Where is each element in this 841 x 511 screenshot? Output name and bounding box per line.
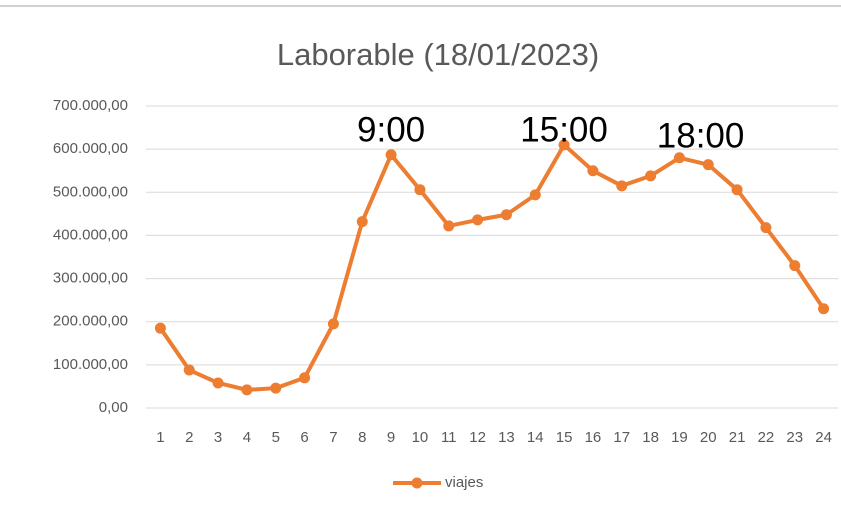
y-tick-label: 100.000,00 — [53, 356, 128, 373]
x-tick-label: 6 — [300, 429, 308, 446]
x-tick-label: 5 — [272, 429, 280, 446]
chart-title: Laborable (18/01/2023) — [277, 37, 599, 72]
data-point — [183, 364, 195, 376]
data-point — [443, 220, 455, 232]
data-point — [356, 216, 368, 228]
legend-marker — [411, 477, 423, 489]
x-tick-label: 13 — [498, 429, 515, 446]
x-tick-label: 21 — [729, 429, 746, 446]
data-point — [702, 159, 714, 171]
y-tick-label: 500.000,00 — [53, 183, 128, 200]
data-point — [789, 260, 801, 272]
legend-label: viajes — [445, 474, 483, 491]
y-tick-label: 200.000,00 — [53, 313, 128, 330]
data-point — [212, 377, 224, 389]
y-tick-label: 700.000,00 — [53, 97, 128, 114]
y-tick-label: 300.000,00 — [53, 270, 128, 287]
x-tick-label: 22 — [758, 429, 775, 446]
data-point — [818, 303, 830, 315]
x-tick-label: 19 — [671, 429, 688, 446]
x-tick-label: 9 — [387, 429, 395, 446]
x-tick-label: 18 — [642, 429, 659, 446]
data-point — [472, 214, 484, 226]
x-tick-label: 15 — [556, 429, 573, 446]
data-point — [558, 139, 570, 151]
data-point — [327, 318, 339, 330]
data-point — [414, 184, 426, 196]
x-tick-label: 4 — [243, 429, 251, 446]
annotation: 9:00 — [357, 110, 425, 149]
data-point — [299, 372, 311, 384]
x-tick-label: 11 — [441, 429, 457, 446]
data-point — [241, 384, 253, 396]
x-tick-label: 2 — [185, 429, 193, 446]
x-tick-label: 14 — [527, 429, 544, 446]
y-tick-label: 600.000,00 — [53, 140, 128, 157]
data-point — [731, 184, 743, 196]
y-tick-label: 400.000,00 — [53, 226, 128, 243]
data-point — [154, 322, 166, 334]
x-tick-label: 10 — [412, 429, 429, 446]
x-tick-label: 7 — [329, 429, 337, 446]
data-point — [616, 180, 628, 192]
x-tick-label: 16 — [585, 429, 602, 446]
y-tick-label: 0,00 — [99, 399, 128, 416]
x-tick-label: 1 — [156, 429, 164, 446]
x-tick-label: 24 — [815, 429, 832, 446]
data-point — [587, 165, 599, 177]
x-tick-label: 3 — [214, 429, 222, 446]
x-tick-label: 20 — [700, 429, 717, 446]
data-point — [673, 152, 685, 164]
annotation: 15:00 — [520, 110, 608, 149]
data-point — [760, 222, 772, 234]
data-point — [270, 382, 282, 394]
annotation: 18:00 — [657, 116, 745, 155]
x-tick-label: 8 — [358, 429, 366, 446]
data-point — [385, 149, 397, 161]
x-tick-label: 23 — [786, 429, 803, 446]
data-point — [645, 170, 657, 182]
x-tick-label: 12 — [469, 429, 486, 446]
x-tick-label: 17 — [613, 429, 630, 446]
data-point — [500, 209, 512, 221]
data-point — [529, 189, 541, 201]
